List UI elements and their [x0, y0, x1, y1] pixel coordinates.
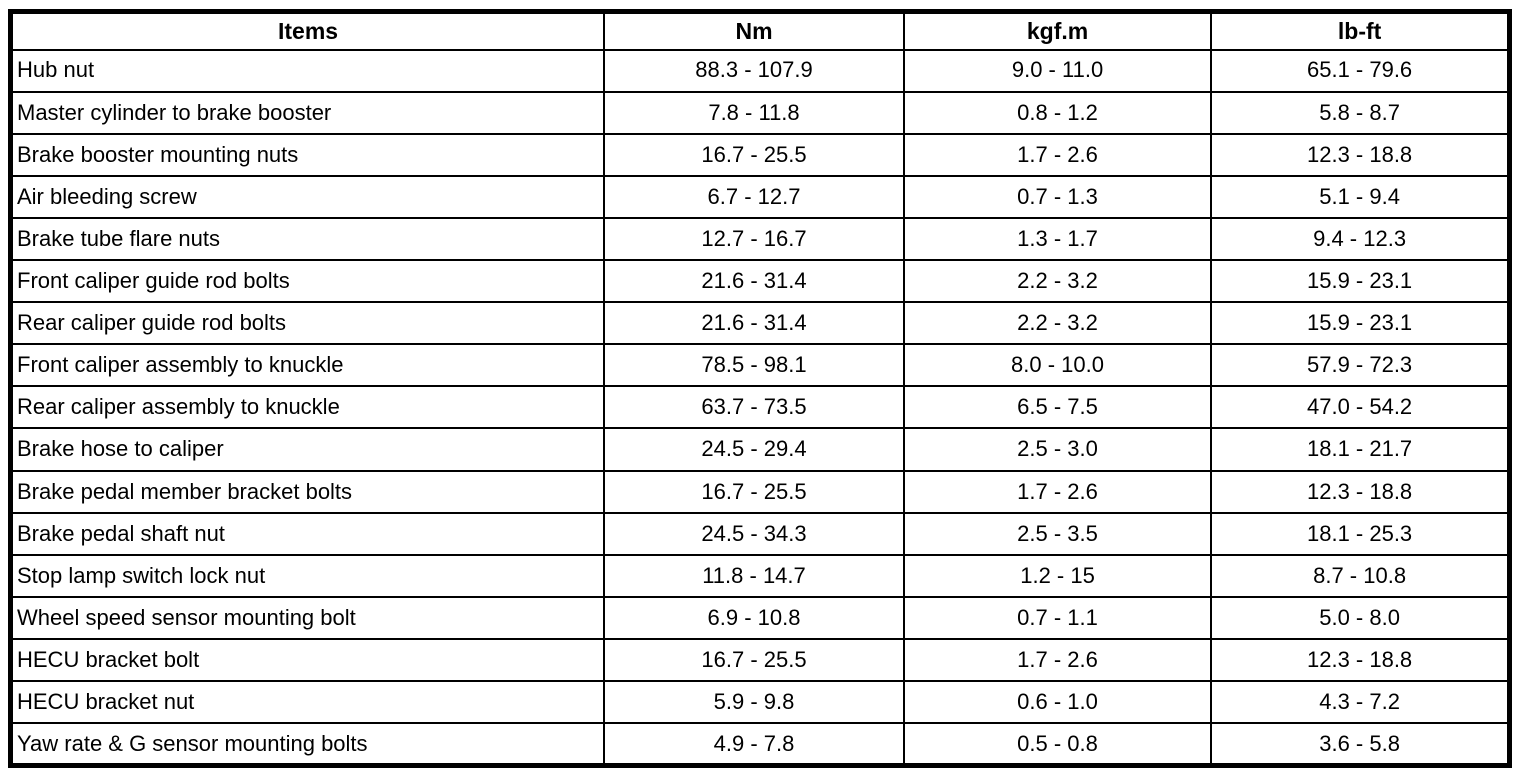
- lbft-cell: 8.7 - 10.8: [1210, 553, 1511, 598]
- table-row: HECU bracket bolt 16.7 - 25.5 1.7 - 2.6 …: [9, 638, 1511, 683]
- torque-specifications-table: Items Nm kgf.m lb-ft Hub nut 88.3 - 107.…: [8, 9, 1512, 768]
- item-cell: Yaw rate & G sensor mounting bolts: [9, 722, 606, 767]
- kgfm-cell: 0.5 - 0.8: [902, 722, 1213, 767]
- nm-cell: 24.5 - 29.4: [603, 427, 905, 472]
- lbft-cell: 12.3 - 18.8: [1210, 132, 1511, 177]
- kgfm-cell: 0.6 - 1.0: [902, 680, 1213, 725]
- table-row: HECU bracket nut 5.9 - 9.8 0.6 - 1.0 4.3…: [9, 680, 1511, 725]
- nm-cell: 88.3 - 107.9: [603, 48, 905, 93]
- kgfm-cell: 1.7 - 2.6: [902, 132, 1213, 177]
- kgfm-cell: 1.2 - 15: [902, 553, 1213, 598]
- nm-cell: 16.7 - 25.5: [603, 132, 905, 177]
- item-cell: Air bleeding screw: [9, 174, 606, 219]
- table-row: Brake hose to caliper 24.5 - 29.4 2.5 - …: [9, 427, 1511, 472]
- lbft-cell: 5.0 - 8.0: [1210, 595, 1511, 641]
- table-row: Stop lamp switch lock nut 11.8 - 14.7 1.…: [9, 553, 1511, 598]
- kgfm-cell: 2.2 - 3.2: [902, 259, 1213, 304]
- item-cell: HECU bracket nut: [9, 680, 606, 725]
- item-cell: Hub nut: [9, 48, 606, 93]
- kgfm-cell: 0.8 - 1.2: [902, 90, 1213, 135]
- nm-cell: 7.8 - 11.8: [603, 90, 905, 135]
- kgfm-cell: 1.7 - 2.6: [902, 638, 1213, 683]
- header-row: Items Nm kgf.m lb-ft: [9, 10, 1511, 51]
- table-row: Brake pedal shaft nut 24.5 - 34.3 2.5 - …: [9, 511, 1511, 556]
- table-row: Front caliper assembly to knuckle 78.5 -…: [9, 343, 1511, 388]
- lbft-cell: 18.1 - 21.7: [1210, 427, 1511, 472]
- nm-cell: 16.7 - 25.5: [603, 469, 905, 514]
- lbft-cell: 3.6 - 5.8: [1210, 722, 1511, 767]
- nm-cell: 6.9 - 10.8: [603, 595, 905, 641]
- lbft-cell: 65.1 - 79.6: [1210, 48, 1511, 93]
- nm-cell: 24.5 - 34.3: [603, 511, 905, 556]
- column-header-kgfm: kgf.m: [902, 10, 1213, 51]
- lbft-cell: 47.0 - 54.2: [1210, 385, 1511, 430]
- item-cell: Wheel speed sensor mounting bolt: [9, 595, 606, 641]
- item-cell: Rear caliper guide rod bolts: [9, 301, 606, 346]
- table-row: Air bleeding screw 6.7 - 12.7 0.7 - 1.3 …: [9, 174, 1511, 219]
- nm-cell: 21.6 - 31.4: [603, 259, 905, 304]
- nm-cell: 78.5 - 98.1: [603, 343, 905, 388]
- table-row: Brake booster mounting nuts 16.7 - 25.5 …: [9, 132, 1511, 177]
- kgfm-cell: 1.7 - 2.6: [902, 469, 1213, 514]
- item-cell: Brake pedal member bracket bolts: [9, 469, 606, 514]
- nm-cell: 6.7 - 12.7: [603, 174, 905, 219]
- kgfm-cell: 9.0 - 11.0: [902, 48, 1213, 93]
- kgfm-cell: 2.5 - 3.5: [902, 511, 1213, 556]
- table-row: Master cylinder to brake booster 7.8 - 1…: [9, 90, 1511, 135]
- lbft-cell: 57.9 - 72.3: [1210, 343, 1511, 388]
- lbft-cell: 12.3 - 18.8: [1210, 469, 1511, 514]
- lbft-cell: 12.3 - 18.8: [1210, 638, 1511, 683]
- nm-cell: 21.6 - 31.4: [603, 301, 905, 346]
- kgfm-cell: 6.5 - 7.5: [902, 385, 1213, 430]
- lbft-cell: 15.9 - 23.1: [1210, 259, 1511, 304]
- nm-cell: 16.7 - 25.5: [603, 638, 905, 683]
- item-cell: Brake hose to caliper: [9, 427, 606, 472]
- item-cell: Rear caliper assembly to knuckle: [9, 385, 606, 430]
- column-header-items: Items: [9, 10, 606, 51]
- table-row: Yaw rate & G sensor mounting bolts 4.9 -…: [9, 722, 1511, 767]
- table-row: Hub nut 88.3 - 107.9 9.0 - 11.0 65.1 - 7…: [9, 48, 1511, 93]
- nm-cell: 5.9 - 9.8: [603, 680, 905, 725]
- kgfm-cell: 2.2 - 3.2: [902, 301, 1213, 346]
- item-cell: Front caliper assembly to knuckle: [9, 343, 606, 388]
- item-cell: Front caliper guide rod bolts: [9, 259, 606, 304]
- lbft-cell: 9.4 - 12.3: [1210, 216, 1511, 262]
- lbft-cell: 18.1 - 25.3: [1210, 511, 1511, 556]
- kgfm-cell: 1.3 - 1.7: [902, 216, 1213, 262]
- item-cell: Stop lamp switch lock nut: [9, 553, 606, 598]
- table-row: Brake tube flare nuts 12.7 - 16.7 1.3 - …: [9, 216, 1511, 262]
- kgfm-cell: 8.0 - 10.0: [902, 343, 1213, 388]
- lbft-cell: 4.3 - 7.2: [1210, 680, 1511, 725]
- item-cell: Brake pedal shaft nut: [9, 511, 606, 556]
- column-header-nm: Nm: [603, 10, 905, 51]
- nm-cell: 12.7 - 16.7: [603, 216, 905, 262]
- table-row: Wheel speed sensor mounting bolt 6.9 - 1…: [9, 595, 1511, 641]
- nm-cell: 63.7 - 73.5: [603, 385, 905, 430]
- item-cell: Brake booster mounting nuts: [9, 132, 606, 177]
- column-header-lbft: lb-ft: [1210, 10, 1511, 51]
- kgfm-cell: 0.7 - 1.3: [902, 174, 1213, 219]
- table-row: Front caliper guide rod bolts 21.6 - 31.…: [9, 259, 1511, 304]
- lbft-cell: 5.1 - 9.4: [1210, 174, 1511, 219]
- table-row: Rear caliper assembly to knuckle 63.7 - …: [9, 385, 1511, 430]
- lbft-cell: 15.9 - 23.1: [1210, 301, 1511, 346]
- kgfm-cell: 0.7 - 1.1: [902, 595, 1213, 641]
- table-row: Brake pedal member bracket bolts 16.7 - …: [9, 469, 1511, 514]
- item-cell: HECU bracket bolt: [9, 638, 606, 683]
- item-cell: Master cylinder to brake booster: [9, 90, 606, 135]
- lbft-cell: 5.8 - 8.7: [1210, 90, 1511, 135]
- kgfm-cell: 2.5 - 3.0: [902, 427, 1213, 472]
- nm-cell: 11.8 - 14.7: [603, 553, 905, 598]
- item-cell: Brake tube flare nuts: [9, 216, 606, 262]
- nm-cell: 4.9 - 7.8: [603, 722, 905, 767]
- table-row: Rear caliper guide rod bolts 21.6 - 31.4…: [9, 301, 1511, 346]
